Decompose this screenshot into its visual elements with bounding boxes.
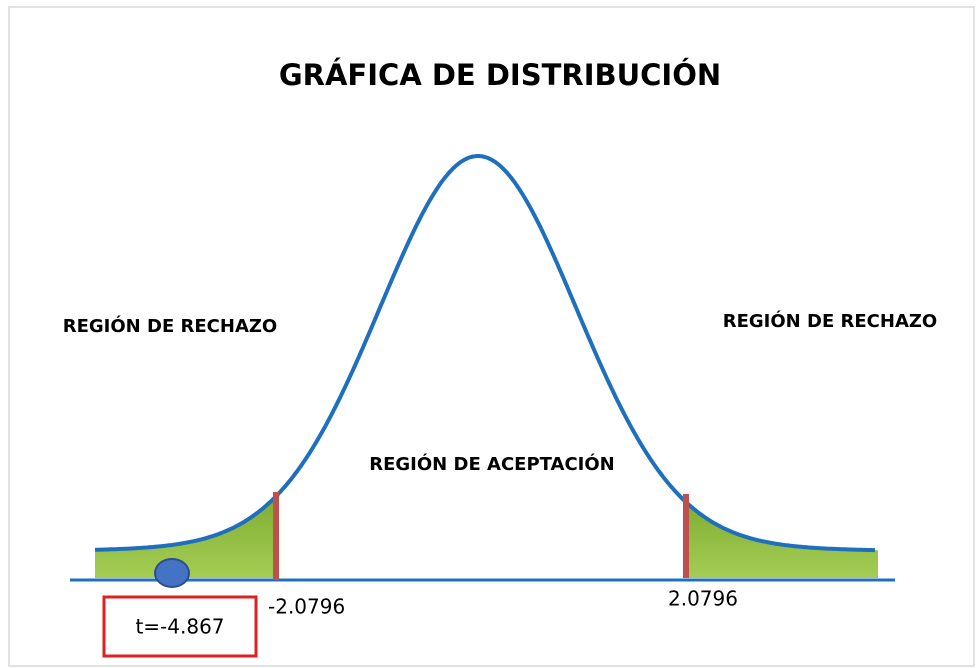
title: GRÁFICA DE DISTRIBUCIÓN [279,58,721,92]
rejection-area-right [686,502,878,578]
critical-value-right: 2.0796 [668,587,738,611]
statistic-box [102,595,258,658]
region-right: REGIÓN DE RECHAZO [723,310,937,332]
region-left: REGIÓN DE RECHAZO [63,315,277,337]
frame [8,6,975,667]
region-center: REGIÓN DE ACEPTACIÓN [369,453,614,475]
statistic-label: t=-4.867 [135,615,224,639]
rejection-area-left [95,497,276,578]
critical-value-left: -2.0796 [268,595,345,619]
statistic-point [154,558,190,588]
distribution-curve [95,154,875,553]
